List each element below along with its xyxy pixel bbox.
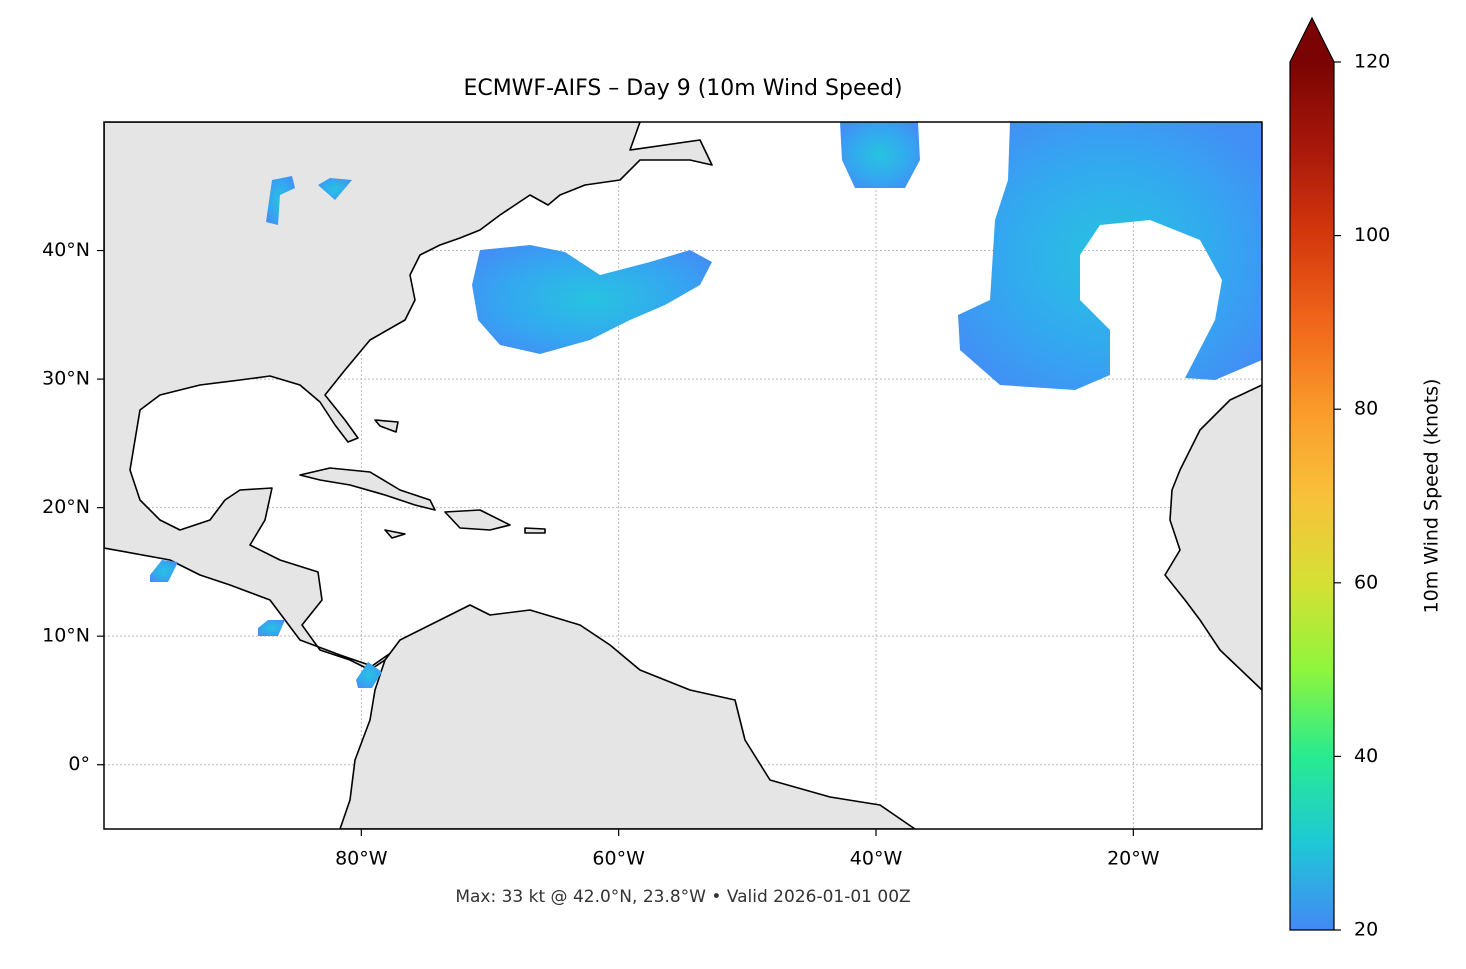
colorbar-tick-label: 100 [1354, 224, 1390, 246]
wind-area [840, 122, 920, 188]
wind-area [356, 662, 382, 688]
colorbar-tick-label: 120 [1354, 51, 1390, 73]
x-tick-label: 60°W [592, 848, 645, 870]
x-tick-label: 40°W [850, 848, 903, 870]
colorbar-tick-label: 80 [1354, 398, 1378, 420]
map [104, 122, 1262, 829]
wind-area [472, 245, 712, 354]
africa [1164, 384, 1262, 691]
colorbar-tick-label: 60 [1354, 571, 1378, 593]
y-tick-label: 20°N [42, 496, 90, 518]
x-tick-label: 20°W [1107, 848, 1160, 870]
x-tick-label: 80°W [335, 848, 388, 870]
hispaniola [444, 509, 511, 531]
colorbar-label: 10m Wind Speed (knots) [1421, 379, 1443, 614]
north-america [104, 122, 713, 671]
map-frame [103, 121, 1263, 830]
bahamas [374, 419, 399, 433]
colorbar-tick-label: 20 [1354, 919, 1378, 941]
wind-area [258, 620, 285, 636]
south-america [339, 604, 916, 829]
wind-area [958, 122, 1262, 390]
wind-area [318, 178, 352, 200]
wind-area [150, 560, 178, 582]
colorbar-extension [1290, 18, 1334, 62]
colorbar [1290, 62, 1334, 930]
y-tick-label: 30°N [42, 368, 90, 390]
jamaica [384, 529, 406, 539]
cuba [299, 467, 436, 511]
puerto-rico [524, 527, 546, 534]
footnote: Max: 33 kt @ 42.0°N, 23.8°W • Valid 2026… [455, 887, 910, 907]
y-tick-label: 10°N [42, 625, 90, 647]
colorbar-outline [1289, 16, 1335, 931]
y-tick-label: 40°N [42, 239, 90, 261]
y-tick-label: 0° [68, 753, 90, 775]
wind-area [266, 176, 295, 225]
chart-title: ECMWF-AIFS – Day 9 (10m Wind Speed) [463, 76, 902, 101]
colorbar-tick-label: 40 [1354, 745, 1378, 767]
